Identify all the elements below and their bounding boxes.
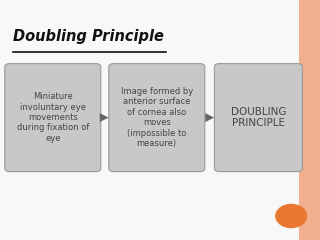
Text: Doubling Principle: Doubling Principle	[13, 29, 164, 44]
Text: Miniature
involuntary eye
movements
during fixation of
eye: Miniature involuntary eye movements duri…	[17, 92, 89, 143]
FancyBboxPatch shape	[5, 64, 101, 172]
Circle shape	[276, 204, 307, 228]
FancyBboxPatch shape	[214, 64, 302, 172]
Text: DOUBLING
PRINCIPLE: DOUBLING PRINCIPLE	[231, 107, 286, 128]
FancyBboxPatch shape	[299, 0, 320, 240]
FancyBboxPatch shape	[109, 64, 205, 172]
Text: Image formed by
anterior surface
of cornea also
moves
(impossible to
measure): Image formed by anterior surface of corn…	[121, 87, 193, 148]
